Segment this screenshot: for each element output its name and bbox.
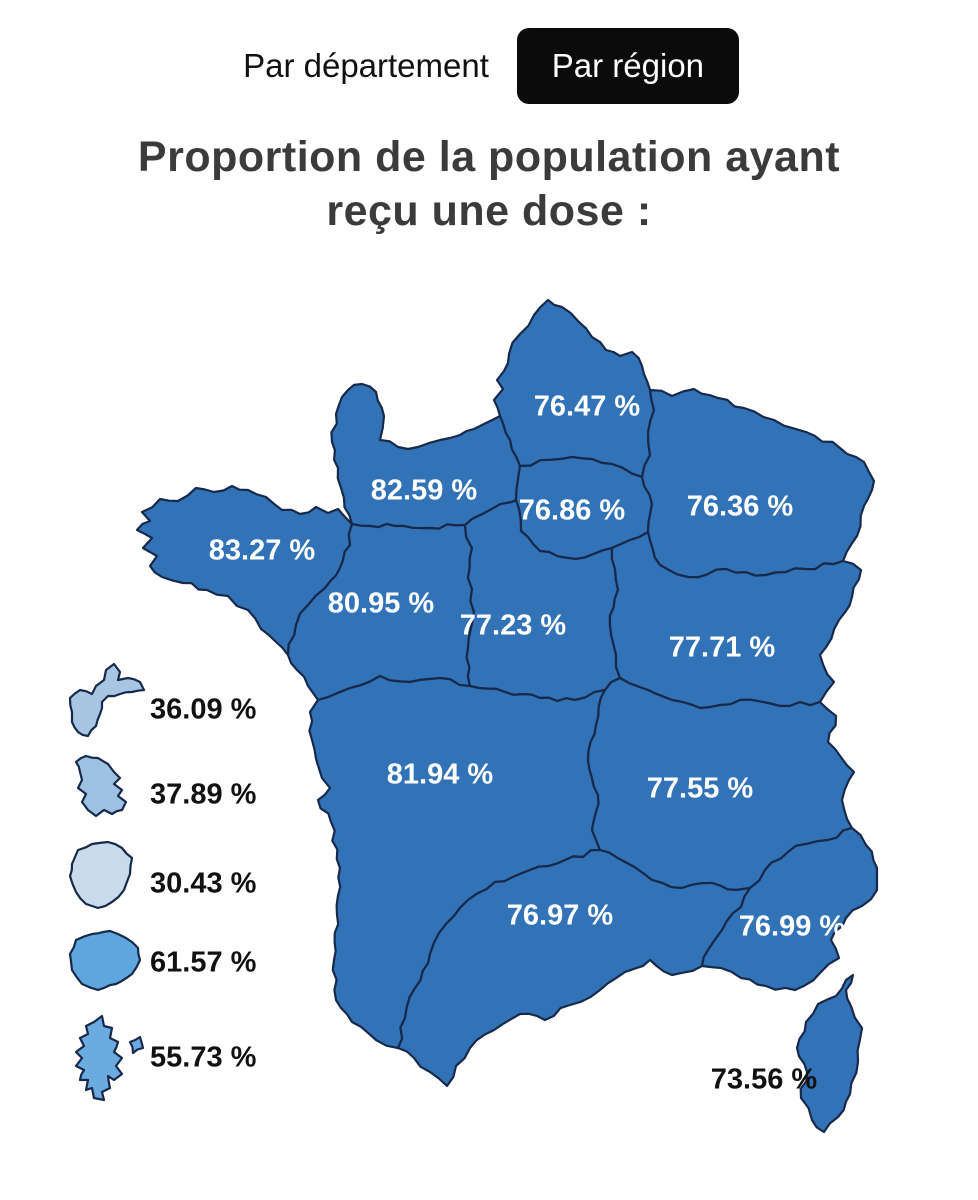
region-shape-hauts-de-france[interactable] [492,298,656,479]
region-shape-grand-est[interactable] [640,387,876,579]
toggle-par-departement[interactable]: Par département [239,47,493,85]
page-title: Proportion de la population ayant reçu u… [0,130,978,238]
toggle-par-region[interactable]: Par région [516,28,739,104]
overseas-shape-guadeloupe[interactable] [68,662,146,738]
region-shape-occitanie[interactable] [396,848,752,1088]
page-title-line1: Proportion de la population ayant [137,133,841,181]
region-shape-provence-alpes-cote-d-azur[interactable] [700,826,879,992]
overseas-shape-mayotte-islet[interactable] [128,1035,145,1055]
overseas-shape-guyane[interactable] [68,840,134,910]
region-shape-corse[interactable] [795,973,864,1134]
region-shape-normandie[interactable] [330,382,522,530]
overseas-shape-la-reunion[interactable] [68,929,142,992]
page-title-line2: reçu une dose : [326,187,652,235]
overseas-shape-martinique[interactable] [74,754,128,818]
view-toggle: Par département Par région [0,28,978,104]
overseas-shape-mayotte[interactable] [74,1014,124,1102]
